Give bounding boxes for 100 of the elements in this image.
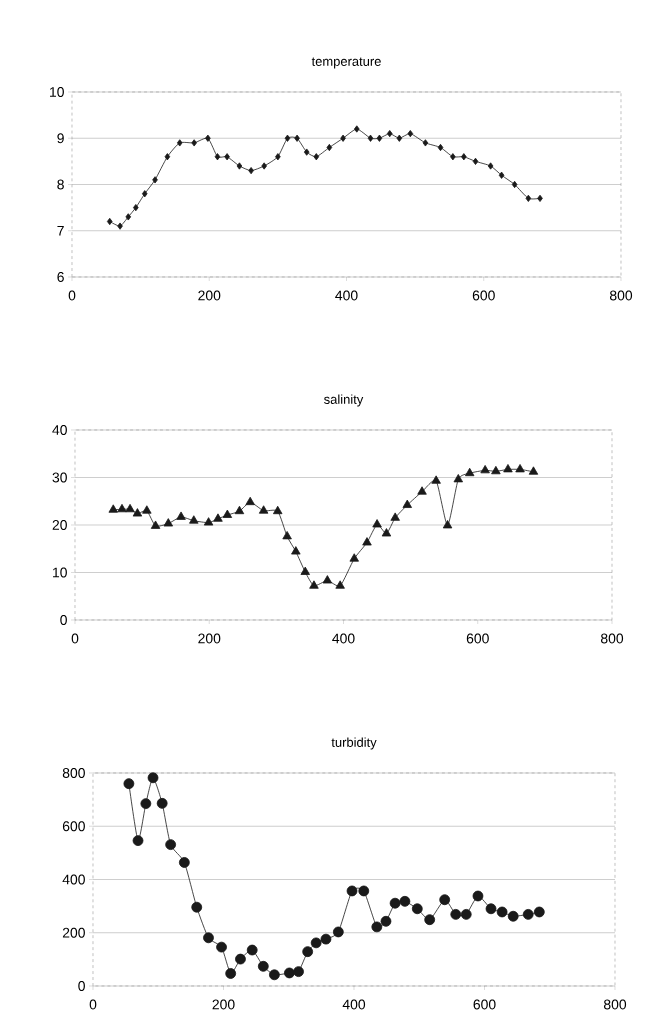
point	[236, 162, 243, 170]
point	[424, 914, 436, 926]
point	[422, 139, 429, 147]
y-tick-label: 0	[60, 615, 67, 625]
y-tick-label: 600	[62, 821, 85, 832]
point	[346, 885, 358, 897]
point	[496, 906, 508, 918]
point	[133, 204, 139, 212]
point	[332, 926, 344, 938]
point	[245, 496, 255, 506]
point	[222, 509, 233, 518]
point	[302, 946, 314, 958]
point	[381, 528, 392, 537]
point	[140, 798, 152, 809]
point	[525, 194, 532, 202]
point	[275, 153, 281, 161]
point	[176, 511, 186, 520]
point	[396, 134, 403, 142]
point	[142, 505, 152, 514]
point	[386, 130, 393, 138]
point	[203, 932, 214, 944]
point	[411, 903, 423, 915]
point	[191, 901, 203, 913]
point	[213, 513, 223, 522]
point	[273, 505, 283, 515]
point	[216, 941, 227, 953]
y-tick-label: 0	[78, 981, 85, 991]
y-tick-label: 9	[57, 133, 64, 144]
point	[269, 969, 280, 981]
y-tick-label: 7	[57, 225, 64, 236]
point	[326, 143, 333, 152]
point	[125, 213, 132, 221]
point	[106, 217, 113, 226]
point	[472, 890, 484, 902]
x-tick-label: 800	[609, 290, 633, 301]
point	[340, 134, 346, 142]
point	[257, 960, 269, 972]
y-tick-label: 20	[52, 520, 67, 530]
point	[300, 566, 310, 575]
point	[234, 505, 245, 515]
y-tick-label: 6	[57, 272, 64, 282]
x-tick-label: 200	[212, 999, 235, 1010]
point	[498, 171, 505, 179]
point	[108, 504, 118, 513]
point	[224, 153, 230, 161]
point	[178, 857, 190, 868]
x-tick-label: 200	[198, 290, 221, 301]
point	[389, 897, 401, 909]
point	[261, 162, 267, 170]
point	[437, 143, 444, 152]
point	[203, 517, 214, 526]
point	[282, 531, 292, 540]
point	[246, 944, 258, 956]
point	[235, 953, 246, 965]
point	[460, 908, 472, 920]
point	[141, 190, 148, 198]
y-tick-label: 200	[62, 927, 85, 938]
point	[503, 464, 513, 473]
point	[284, 967, 295, 979]
point	[117, 503, 127, 513]
point	[322, 575, 333, 584]
point	[165, 839, 177, 850]
point	[117, 222, 123, 230]
point	[189, 515, 199, 524]
point	[354, 125, 360, 133]
point	[214, 153, 221, 161]
point	[511, 180, 518, 189]
point	[313, 153, 320, 161]
y-tick-label: 30	[52, 472, 67, 483]
point	[417, 486, 427, 495]
point	[248, 167, 254, 175]
point	[294, 134, 300, 142]
point	[399, 895, 411, 907]
point	[163, 518, 174, 527]
point	[205, 134, 211, 142]
point	[442, 520, 453, 529]
point	[164, 153, 171, 161]
point	[293, 966, 304, 977]
point	[152, 176, 158, 184]
point	[450, 153, 456, 161]
point	[487, 162, 494, 170]
x-tick-label: 600	[466, 633, 489, 644]
point	[125, 503, 135, 513]
point	[439, 894, 451, 906]
point	[376, 134, 383, 142]
point	[464, 467, 475, 477]
point	[522, 908, 534, 920]
point	[380, 915, 392, 927]
x-tick-label: 800	[600, 633, 624, 644]
y-tick-label: 800	[62, 768, 85, 778]
point	[320, 933, 332, 945]
point	[515, 464, 525, 473]
point	[402, 499, 412, 508]
x-tick-label: 600	[473, 999, 496, 1010]
point	[507, 910, 519, 922]
point	[132, 835, 144, 846]
x-tick-label: 400	[335, 290, 358, 301]
point	[372, 519, 382, 528]
point	[491, 465, 501, 475]
point	[147, 772, 159, 784]
